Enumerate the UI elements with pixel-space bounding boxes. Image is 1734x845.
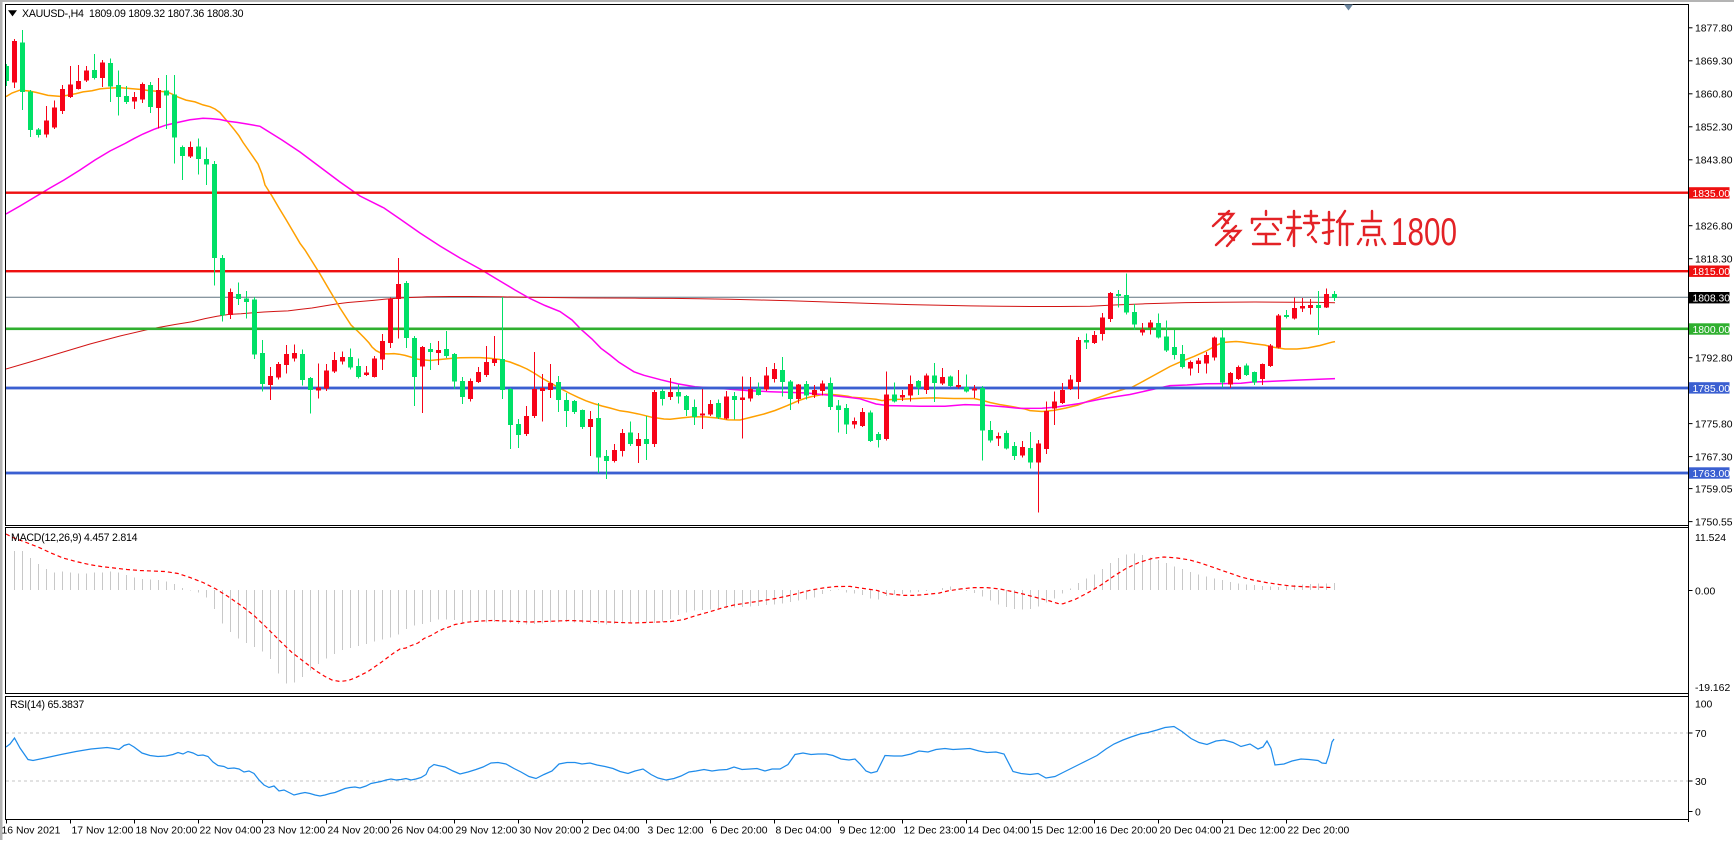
svg-text:29 Nov 12:00: 29 Nov 12:00: [456, 826, 518, 837]
svg-text:100: 100: [1695, 699, 1713, 710]
svg-text:12 Dec 23:00: 12 Dec 23:00: [904, 826, 966, 837]
svg-text:70: 70: [1695, 729, 1707, 740]
svg-text:15 Dec 12:00: 15 Dec 12:00: [1032, 826, 1094, 837]
svg-text:30: 30: [1695, 777, 1707, 788]
svg-text:3 Dec 12:00: 3 Dec 12:00: [648, 826, 704, 837]
svg-text:30 Nov 20:00: 30 Nov 20:00: [520, 826, 582, 837]
svg-text:1852.30: 1852.30: [1695, 123, 1733, 134]
svg-text:1860.80: 1860.80: [1695, 90, 1733, 101]
svg-text:0: 0: [1695, 807, 1701, 818]
svg-text:16 Dec 20:00: 16 Dec 20:00: [1096, 826, 1158, 837]
svg-text:21 Dec 12:00: 21 Dec 12:00: [1224, 826, 1286, 837]
svg-text:26 Nov 04:00: 26 Nov 04:00: [392, 826, 454, 837]
svg-text:1869.30: 1869.30: [1695, 57, 1733, 68]
svg-text:1759.05: 1759.05: [1695, 484, 1733, 495]
svg-text:RSI(14) 65.3837: RSI(14) 65.3837: [10, 699, 84, 711]
svg-text:1843.80: 1843.80: [1695, 156, 1733, 167]
svg-text:1835.00: 1835.00: [1693, 189, 1731, 200]
svg-text:1792.80: 1792.80: [1695, 354, 1733, 365]
svg-text:1877.80: 1877.80: [1695, 24, 1733, 35]
svg-text:8 Dec 04:00: 8 Dec 04:00: [776, 826, 832, 837]
svg-text:MACD(12,26,9) 4.457 2.814: MACD(12,26,9) 4.457 2.814: [11, 532, 138, 544]
svg-text:23 Nov 12:00: 23 Nov 12:00: [264, 826, 326, 837]
svg-text:2 Dec 04:00: 2 Dec 04:00: [584, 826, 640, 837]
svg-text:24 Nov 20:00: 24 Nov 20:00: [328, 826, 390, 837]
svg-text:22 Dec 20:00: 22 Dec 20:00: [1288, 826, 1350, 837]
svg-text:0.00: 0.00: [1695, 586, 1715, 597]
svg-text:1818.30: 1818.30: [1695, 255, 1733, 266]
svg-text:22 Nov 04:00: 22 Nov 04:00: [200, 826, 262, 837]
svg-text:1800: 1800: [1391, 211, 1457, 254]
svg-text:-19.162: -19.162: [1695, 683, 1730, 694]
svg-text:18 Nov 20:00: 18 Nov 20:00: [136, 826, 198, 837]
svg-text:1750.55: 1750.55: [1695, 517, 1733, 528]
svg-text:20 Dec 04:00: 20 Dec 04:00: [1160, 826, 1222, 837]
svg-text:XAUUSD-,H4 1809.09 1809.32 18: XAUUSD-,H4 1809.09 1809.32 1807.36 1808.…: [22, 8, 244, 20]
svg-text:6 Dec 20:00: 6 Dec 20:00: [712, 826, 768, 837]
svg-text:16 Nov 2021: 16 Nov 2021: [2, 826, 61, 837]
svg-text:11.524: 11.524: [1695, 533, 1726, 544]
svg-text:1767.30: 1767.30: [1695, 452, 1733, 463]
svg-text:1763.00: 1763.00: [1693, 469, 1731, 480]
svg-text:14 Dec 04:00: 14 Dec 04:00: [968, 826, 1030, 837]
svg-text:17 Nov 12:00: 17 Nov 12:00: [72, 826, 134, 837]
svg-text:1815.00: 1815.00: [1693, 267, 1731, 278]
svg-text:1826.80: 1826.80: [1695, 222, 1733, 233]
svg-text:1775.80: 1775.80: [1695, 419, 1733, 430]
svg-text:9 Dec 12:00: 9 Dec 12:00: [840, 826, 896, 837]
svg-text:1785.00: 1785.00: [1693, 384, 1731, 395]
svg-text:1808.30: 1808.30: [1693, 294, 1731, 305]
svg-text:1800.00: 1800.00: [1693, 325, 1731, 336]
